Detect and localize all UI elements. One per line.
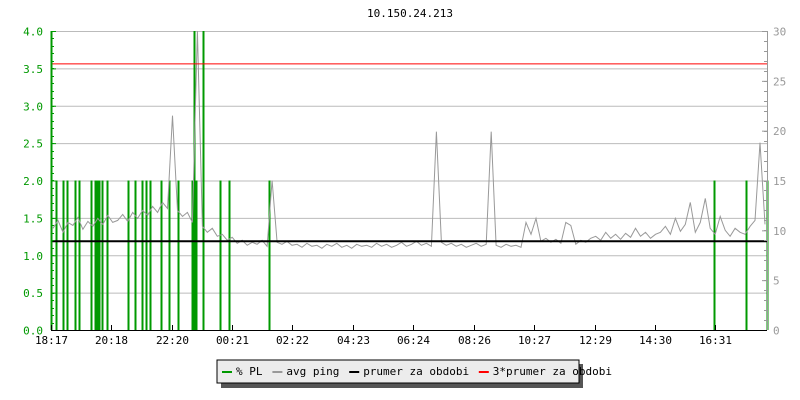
legend-box: [216, 359, 580, 384]
legend-label: 3*prumer za obdobi: [493, 365, 612, 378]
left-tick-label: 0.0: [23, 325, 43, 338]
legend: % PL avg ping prumer za obdobi 3*prumer za …: [216, 359, 612, 388]
left-tick-label: 4.0: [23, 26, 43, 39]
legend-label: % PL: [236, 365, 263, 378]
avg-ping-line: [52, 30, 766, 249]
x-tick-label: 10:27: [518, 334, 551, 347]
legend-label: avg ping: [286, 365, 339, 378]
x-tick-label: 04:23: [337, 334, 370, 347]
x-tick-label: 06:24: [397, 334, 430, 347]
x-tick-label: 12:29: [579, 334, 612, 347]
x-tick-label: 00:21: [216, 334, 249, 347]
left-tick-label: 2.5: [23, 138, 43, 151]
x-tick-label: 14:30: [639, 334, 672, 347]
x-tick-label: 16:31: [699, 334, 732, 347]
left-tick-label: 3.5: [23, 63, 43, 76]
left-tick-label: 0.5: [23, 287, 43, 300]
legend-label: prumer za obdobi: [363, 365, 469, 378]
x-tick-label: 08:26: [458, 334, 491, 347]
right-tick-label: 25: [773, 75, 786, 88]
chart-title: 10.150.24.213: [367, 7, 453, 20]
right-tick-label: 30: [773, 26, 786, 39]
left-tick-label: 1.5: [23, 212, 43, 225]
right-tick-label: 20: [773, 125, 786, 138]
x-tick-label: 18:17: [35, 334, 68, 347]
left-tick-label: 2.0: [23, 175, 43, 188]
ping-series: [52, 30, 766, 249]
left-tick-label: 3.0: [23, 100, 43, 113]
x-tick-label: 22:20: [156, 334, 189, 347]
left-tick-label: 1.0: [23, 250, 43, 263]
x-tick-label: 02:22: [276, 334, 309, 347]
axes: 0.0 0.5 1.0 1.5 2.0 2.5 3.0 3.5 4.0 0 5 10 15 20 25 30 1…: [23, 26, 786, 348]
right-tick-label: 0: [773, 325, 780, 338]
x-tick-label: 20:18: [95, 334, 128, 347]
right-tick-label: 15: [773, 175, 786, 188]
right-tick-label: 10: [773, 225, 786, 238]
right-tick-label: 5: [773, 275, 780, 288]
grid: [51, 31, 767, 294]
average-lines: [51, 63, 767, 243]
